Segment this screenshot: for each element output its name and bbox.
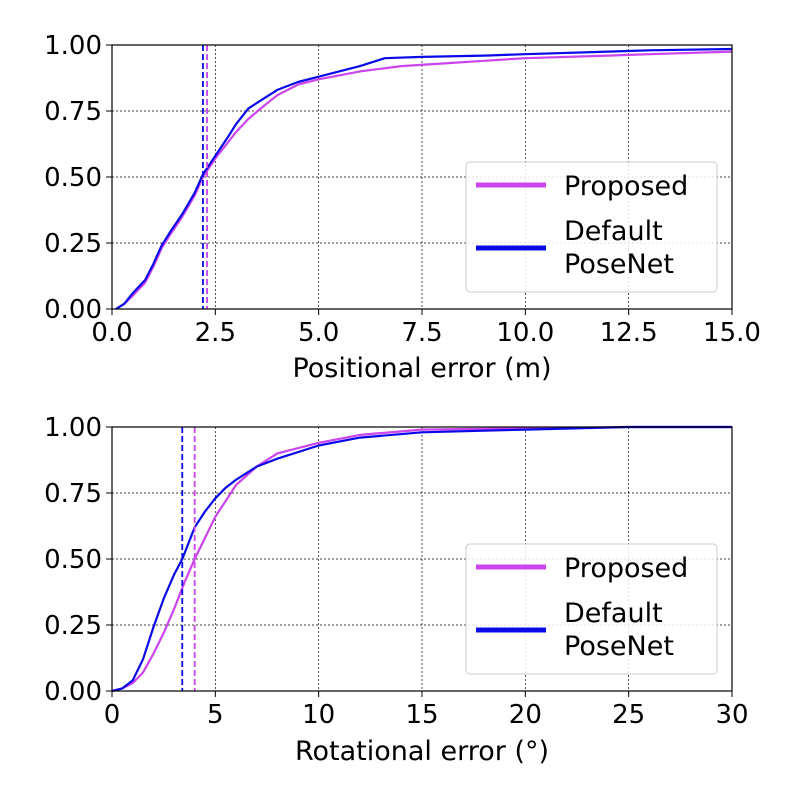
- x-tick-label: 15.0: [703, 318, 761, 348]
- series-line-default-posenet: [115, 47, 733, 310]
- x-tick-label: 12.5: [600, 318, 658, 348]
- y-tick-label: 0.25: [44, 611, 102, 641]
- y-tick-label: 0.00: [44, 295, 102, 325]
- legend-label-proposed: Proposed: [564, 171, 688, 202]
- x-tick-label: 0: [104, 700, 121, 730]
- x-tick-label: 15: [405, 700, 438, 730]
- x-tick-label: 7.5: [401, 318, 442, 348]
- y-tick-label: 0.50: [44, 163, 102, 193]
- y-tick-label: 1.00: [44, 413, 102, 443]
- legend-box: [465, 161, 718, 293]
- x-tick-label: 10: [302, 700, 335, 730]
- x-tick-label: 30: [715, 700, 748, 730]
- positional-error-plot: 0.0 2.5 5.0 7.5 10.0 12.5 15.0 0.00 0.25 0.50 0.75…: [44, 31, 761, 384]
- legend-label-posenet: PoseNet: [564, 631, 674, 662]
- legend-box: [465, 543, 718, 675]
- x-tick-label: 0.0: [91, 318, 132, 348]
- series-line-default-posenet: [111, 425, 732, 693]
- series-line-proposed: [111, 425, 732, 693]
- y-tick-label: 1.00: [44, 31, 102, 61]
- x-tick-label: 5.0: [298, 318, 339, 348]
- y-tick-label: 0.25: [44, 229, 102, 259]
- legend-label-default: Default: [564, 598, 663, 629]
- x-axis-label: Positional error (m): [292, 353, 551, 384]
- y-tick-label: 0.75: [44, 479, 102, 509]
- y-tick-label: 0.50: [44, 545, 102, 575]
- x-tick-label: 10.0: [496, 318, 554, 348]
- x-tick-label: 20: [509, 700, 542, 730]
- legend-label-proposed: Proposed: [564, 553, 688, 584]
- x-tick-label: 2.5: [195, 318, 236, 348]
- x-tick-label: 5: [207, 700, 224, 730]
- y-tick-label: 0.75: [44, 97, 102, 127]
- legend-label-posenet: PoseNet: [564, 249, 674, 280]
- legend-label-default: Default: [564, 216, 663, 247]
- x-tick-label: 25: [612, 700, 645, 730]
- y-tick-label: 0.00: [44, 677, 102, 707]
- series-line-proposed: [115, 50, 733, 310]
- x-axis-label: Rotational error (°): [295, 736, 549, 767]
- rotational-error-plot: 0 5 10 15 20 25 30 0.00 0.25 0.50 0.75 1.00 Rotation…: [44, 413, 748, 767]
